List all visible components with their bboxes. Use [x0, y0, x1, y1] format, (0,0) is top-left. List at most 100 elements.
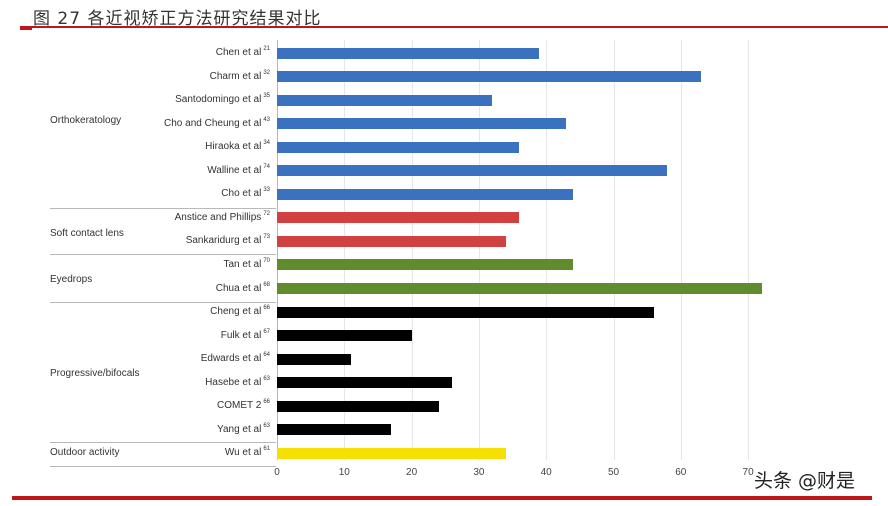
study-name: Sankaridurg et al	[185, 235, 262, 247]
category-label: Hiraoka et al 34	[205, 140, 270, 152]
gridline	[613, 40, 615, 460]
reference-number: 63	[263, 422, 270, 429]
group-label: Soft contact lens	[50, 228, 124, 239]
gridline	[680, 40, 682, 460]
page-title: 图 27 各近视矫正方法研究结果对比	[33, 9, 322, 29]
reference-number: 68	[263, 281, 270, 288]
gridline	[344, 40, 346, 460]
bar	[277, 212, 520, 224]
study-name: Chua et al	[215, 282, 262, 294]
category-label: Tan et al 70	[224, 258, 271, 270]
gridline	[546, 40, 548, 460]
study-name: COMET 2	[217, 400, 262, 412]
category-label: Walline et al 74	[207, 164, 270, 176]
gridline	[748, 40, 750, 460]
category-label: Chen et al 21	[216, 46, 270, 58]
gridline	[478, 40, 480, 460]
bar	[277, 141, 520, 153]
study-name: Yang et al	[217, 423, 262, 435]
bar	[277, 235, 506, 247]
study-name: Charm et al	[209, 70, 262, 82]
group-separator	[50, 302, 276, 303]
x-tick-label: 40	[540, 467, 552, 478]
reference-number: 64	[263, 352, 270, 359]
study-name: Hiraoka et al	[205, 141, 262, 153]
group-separator	[50, 208, 276, 209]
study-name: Chen et al	[215, 47, 262, 58]
bar	[277, 188, 574, 200]
reference-number: 33	[263, 187, 270, 194]
chart-plot-area	[277, 40, 797, 460]
study-name: Hasebe et al	[205, 376, 262, 388]
group-separator	[50, 442, 276, 443]
bar	[277, 71, 701, 83]
category-label: Yang et al 63	[217, 423, 270, 435]
group-label: Eyedrops	[50, 274, 93, 285]
bar	[277, 165, 668, 177]
x-tick-label: 10	[338, 467, 350, 478]
bar	[277, 353, 352, 365]
x-tick-label: 60	[675, 467, 687, 478]
gridline	[411, 40, 413, 460]
category-label: Wu et al 61	[225, 446, 270, 458]
reference-number: 70	[263, 257, 270, 264]
bar	[277, 259, 574, 271]
reference-number: 61	[263, 446, 270, 453]
group-label: Outdoor activity	[50, 447, 120, 458]
reference-number: 32	[263, 69, 270, 76]
reference-number: 72	[263, 210, 270, 217]
x-tick-label: 20	[406, 467, 418, 478]
reference-number: 67	[263, 328, 270, 335]
study-name: Walline et al	[207, 164, 262, 176]
y-axis-line	[277, 40, 278, 460]
study-name: Cheng et al	[210, 306, 262, 318]
x-tick-label: 30	[473, 467, 485, 478]
category-label: Hasebe et al 63	[205, 376, 270, 388]
category-label: Charm et al 32	[210, 70, 270, 82]
study-name: Fulk et al	[220, 329, 262, 341]
x-tick-label: 50	[607, 467, 620, 478]
study-name: Anstice and Phillips	[174, 211, 262, 223]
study-name: Santodomingo et al	[175, 94, 262, 106]
study-name: Wu et al	[224, 447, 262, 459]
reference-number: 35	[263, 93, 270, 100]
bar	[277, 306, 654, 318]
group-separator	[50, 466, 276, 467]
group-label: Orthokeratology	[50, 115, 122, 126]
bar	[277, 283, 762, 294]
category-label: Chua et al 68	[216, 282, 270, 294]
category-label: Anstice and Phillips 72	[175, 211, 270, 223]
category-label: COMET 2 66	[217, 399, 270, 411]
x-tick-label: 0	[274, 467, 280, 478]
bar	[277, 118, 567, 130]
category-label: Fulk et al 67	[221, 329, 270, 341]
reference-number: 66	[263, 399, 270, 406]
study-name: Cho and Cheung et al	[164, 117, 262, 129]
reference-number: 66	[263, 305, 270, 312]
x-tick-label: 70	[742, 467, 754, 478]
bar	[277, 424, 392, 436]
watermark: 头条 @财是	[754, 470, 856, 492]
bar	[277, 47, 540, 59]
bar	[277, 400, 439, 412]
category-label: Edwards et al 64	[201, 352, 270, 364]
reference-number: 43	[263, 116, 270, 123]
bar	[277, 377, 452, 389]
bar	[277, 94, 493, 106]
category-label: Cheng et al 66	[210, 305, 270, 317]
group-label: Progressive/bifocals	[50, 368, 140, 379]
category-label: Sankaridurg et al 73	[186, 234, 270, 246]
study-name: Tan et al	[223, 258, 262, 270]
category-label: Santodomingo et al 35	[175, 93, 270, 105]
bottom-divider	[12, 496, 872, 500]
reference-number: 73	[263, 234, 270, 241]
study-name: Edwards et al	[200, 353, 262, 365]
title-divider	[20, 26, 888, 28]
title-divider-accent	[20, 26, 32, 30]
category-label: Cho et al 33	[221, 187, 270, 199]
group-separator	[50, 254, 276, 255]
bar	[277, 447, 506, 459]
reference-number: 21	[263, 46, 270, 52]
reference-number: 63	[263, 375, 270, 382]
category-label: Cho and Cheung et al 43	[164, 117, 270, 129]
